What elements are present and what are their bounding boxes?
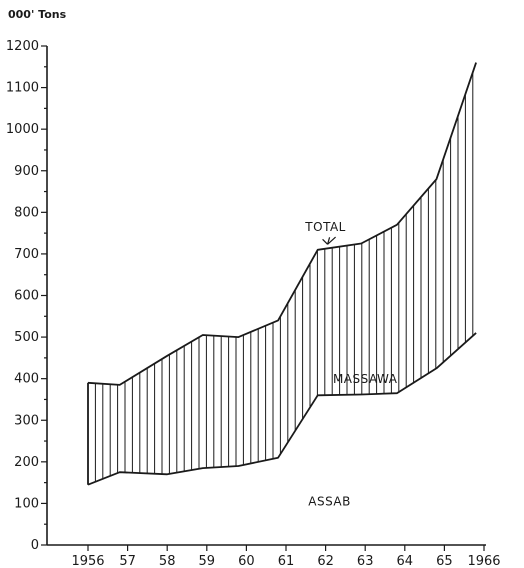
y-tick-label: 800	[14, 205, 39, 220]
x-tick-label: 57	[119, 554, 136, 568]
y-tick-label: 200	[14, 455, 39, 470]
series-line-total	[87, 62, 477, 386]
x-tick-label: 61	[278, 554, 295, 568]
x-tick-label: 65	[436, 554, 453, 568]
hatch-layer	[87, 72, 474, 485]
y-tick-label: 100	[14, 496, 39, 511]
total-arrow-head	[322, 237, 331, 245]
series-layer	[87, 62, 477, 486]
y-tick-label: 300	[14, 413, 39, 428]
total-arrow-shaft	[327, 236, 337, 245]
annotation-total: TOTAL	[304, 220, 346, 234]
y-tick-label: 400	[14, 372, 39, 387]
x-tick-label: 58	[159, 554, 176, 568]
y-tick-label: 1200	[6, 39, 39, 54]
x-tick-label: 62	[317, 554, 334, 568]
annotation-assab: ASSAB	[308, 494, 351, 508]
x-tick-label: 1956	[71, 554, 104, 568]
y-tick-label: 900	[14, 164, 39, 179]
y-tick-label: 1000	[6, 122, 39, 137]
x-tick-label: 59	[199, 554, 216, 568]
x-tick-label: 63	[357, 554, 374, 568]
x-tick-label: 1966	[467, 554, 500, 568]
y-tick-label: 500	[14, 330, 39, 345]
y-tick-label: 1100	[6, 81, 39, 96]
x-tick-label: 60	[238, 554, 255, 568]
y-axis: 0 100 200 300 400 500 600 700 800 900 1000 1100 1200	[6, 39, 48, 553]
y-tick-label: 0	[31, 538, 39, 553]
annotation-layer: TOTAL MASSAWA ASSAB	[304, 220, 397, 508]
y-tick-label: 600	[14, 289, 39, 304]
series-line-assab	[87, 332, 477, 486]
x-tick-label: 64	[397, 554, 414, 568]
x-axis: 1956 57 58 59 60 61 62 63 64 65 1966	[47, 544, 501, 568]
annotation-massawa: MASSAWA	[333, 372, 398, 386]
unit-label: 000' Tons	[8, 8, 67, 21]
y-tick-label: 700	[14, 247, 39, 262]
